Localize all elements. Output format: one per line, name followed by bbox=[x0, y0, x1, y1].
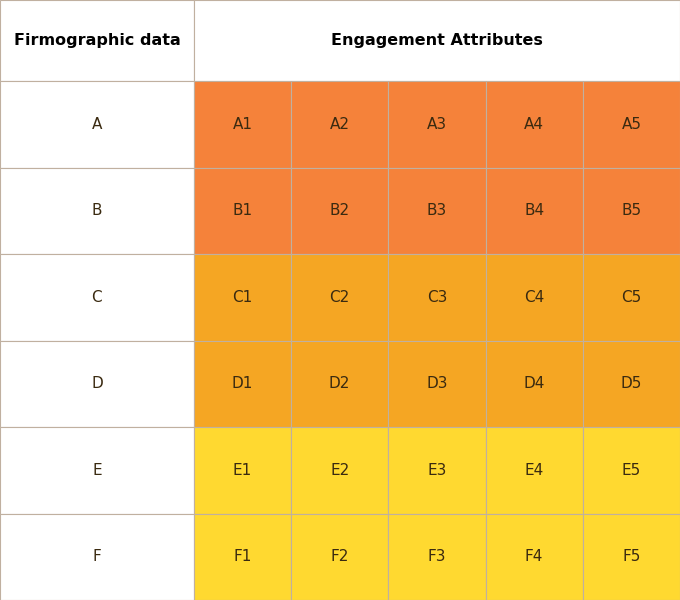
Bar bbox=[0, 427, 194, 514]
Text: F4: F4 bbox=[525, 549, 543, 564]
Text: A4: A4 bbox=[524, 117, 544, 132]
Text: F5: F5 bbox=[622, 549, 641, 564]
Text: C2: C2 bbox=[330, 290, 350, 305]
Bar bbox=[583, 340, 680, 427]
Text: E1: E1 bbox=[233, 463, 252, 478]
Bar bbox=[486, 254, 583, 340]
Text: A: A bbox=[92, 117, 102, 132]
Bar bbox=[194, 81, 291, 167]
Bar bbox=[583, 81, 680, 167]
Text: D3: D3 bbox=[426, 376, 447, 391]
Bar bbox=[486, 514, 583, 600]
Text: C: C bbox=[92, 290, 102, 305]
Text: F3: F3 bbox=[428, 549, 446, 564]
Bar bbox=[0, 514, 194, 600]
Bar bbox=[0, 167, 194, 254]
Bar bbox=[194, 167, 291, 254]
Bar bbox=[388, 514, 486, 600]
Text: C5: C5 bbox=[622, 290, 641, 305]
Bar bbox=[0, 254, 194, 340]
Bar bbox=[388, 340, 486, 427]
Text: F: F bbox=[92, 549, 101, 564]
Bar bbox=[486, 427, 583, 514]
Bar bbox=[291, 81, 388, 167]
Text: A2: A2 bbox=[330, 117, 350, 132]
Text: E3: E3 bbox=[427, 463, 447, 478]
Bar bbox=[583, 254, 680, 340]
Bar bbox=[291, 427, 388, 514]
Bar bbox=[583, 167, 680, 254]
Text: A5: A5 bbox=[622, 117, 641, 132]
Bar bbox=[0, 0, 194, 81]
Bar bbox=[486, 167, 583, 254]
Bar bbox=[583, 427, 680, 514]
Text: C4: C4 bbox=[524, 290, 544, 305]
Bar bbox=[0, 340, 194, 427]
Bar bbox=[486, 81, 583, 167]
Text: D2: D2 bbox=[329, 376, 350, 391]
Text: E4: E4 bbox=[524, 463, 544, 478]
Text: Engagement Attributes: Engagement Attributes bbox=[331, 33, 543, 48]
Text: A1: A1 bbox=[233, 117, 252, 132]
Bar bbox=[291, 514, 388, 600]
Text: F1: F1 bbox=[233, 549, 252, 564]
Text: D4: D4 bbox=[524, 376, 545, 391]
Bar bbox=[291, 167, 388, 254]
Text: C3: C3 bbox=[427, 290, 447, 305]
Bar bbox=[194, 427, 291, 514]
Text: A3: A3 bbox=[427, 117, 447, 132]
Bar bbox=[194, 514, 291, 600]
Text: Firmographic data: Firmographic data bbox=[14, 33, 180, 48]
Text: E5: E5 bbox=[622, 463, 641, 478]
Bar bbox=[388, 254, 486, 340]
Bar bbox=[291, 340, 388, 427]
Text: D: D bbox=[91, 376, 103, 391]
Text: F2: F2 bbox=[330, 549, 349, 564]
Bar bbox=[486, 340, 583, 427]
Bar bbox=[291, 254, 388, 340]
Text: B5: B5 bbox=[622, 203, 641, 218]
Bar bbox=[194, 340, 291, 427]
Bar bbox=[0, 81, 194, 167]
Text: B4: B4 bbox=[524, 203, 544, 218]
Text: B3: B3 bbox=[427, 203, 447, 218]
Text: B2: B2 bbox=[330, 203, 350, 218]
Bar bbox=[194, 0, 680, 81]
Bar bbox=[194, 254, 291, 340]
Bar bbox=[388, 427, 486, 514]
Text: E: E bbox=[92, 463, 102, 478]
Text: D1: D1 bbox=[232, 376, 253, 391]
Bar bbox=[388, 167, 486, 254]
Text: C1: C1 bbox=[233, 290, 252, 305]
Bar bbox=[388, 81, 486, 167]
Text: E2: E2 bbox=[330, 463, 350, 478]
Text: B1: B1 bbox=[233, 203, 252, 218]
Text: D5: D5 bbox=[621, 376, 642, 391]
Text: B: B bbox=[92, 203, 102, 218]
Bar bbox=[583, 514, 680, 600]
